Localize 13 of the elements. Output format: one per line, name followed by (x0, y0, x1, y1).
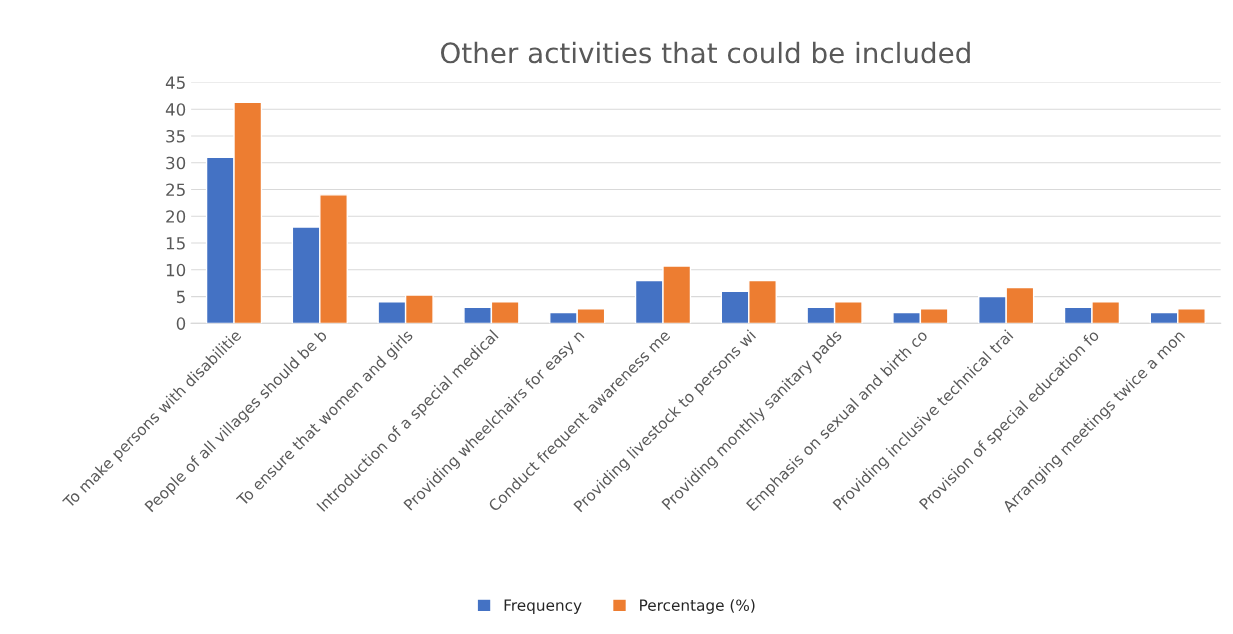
legend-label: Frequency (504, 599, 582, 614)
y-tick-label: 15 (166, 237, 185, 250)
chart-title: Other activities that could be included (441, 41, 970, 64)
y-tick-label: 40 (165, 103, 186, 116)
y-tick-label: 30 (166, 156, 186, 170)
y-tick-label: 20 (166, 210, 186, 223)
y-tick-label: 25 (166, 183, 185, 197)
y-tick-label: 10 (166, 263, 186, 277)
y-tick-label: 5 (176, 290, 185, 304)
y-tick-label: 0 (176, 317, 186, 330)
y-tick-label: 35 (166, 129, 185, 143)
legend-label: Percentage (%) (640, 599, 755, 614)
y-tick-label: 45 (165, 76, 185, 89)
